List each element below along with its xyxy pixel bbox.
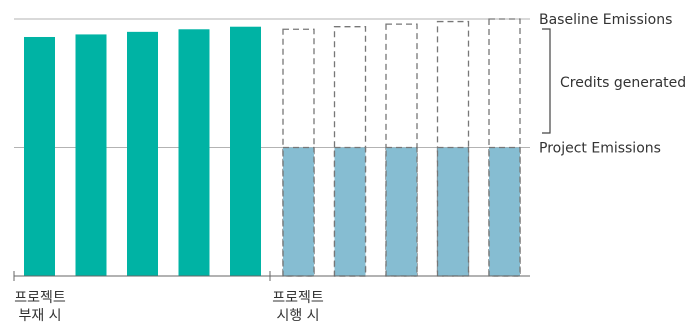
credits-bracket xyxy=(542,28,551,134)
bar-without-project-1 xyxy=(24,36,55,276)
bar-with-project-3 xyxy=(386,147,417,276)
bar-with-project-2 xyxy=(334,147,366,276)
credits-generated-label: Credits generated xyxy=(560,75,686,91)
bar-without-project-2 xyxy=(75,34,107,276)
bar-with-project-1 xyxy=(283,147,314,276)
group1-label-line2: 부재 시 xyxy=(18,308,61,324)
group2-label-line2: 시행 시 xyxy=(276,308,319,324)
group2-label-line1: 프로젝트 xyxy=(272,290,324,306)
group1-label-line1: 프로젝트 xyxy=(14,290,66,306)
bar-without-project-4 xyxy=(178,29,210,277)
bar-with-project-4 xyxy=(437,147,469,276)
bar-with-project-5 xyxy=(489,147,520,276)
baseline-emissions-label: Baseline Emissions xyxy=(539,12,672,28)
bar-without-project-3 xyxy=(127,31,158,276)
bar-baseline-outline-3 xyxy=(385,23,418,277)
bar-without-project-5 xyxy=(230,26,261,277)
project-emissions-label: Project Emissions xyxy=(539,141,661,157)
